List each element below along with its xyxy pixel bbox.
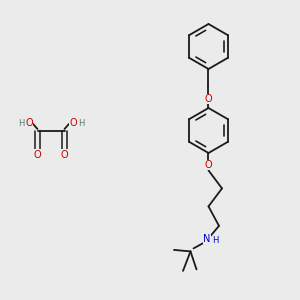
Text: O: O — [34, 149, 41, 160]
Text: O: O — [61, 149, 68, 160]
Text: O: O — [205, 94, 212, 104]
Text: O: O — [69, 118, 77, 128]
Text: O: O — [205, 160, 212, 170]
Text: O: O — [25, 118, 33, 128]
Text: H: H — [212, 236, 219, 245]
Text: N: N — [203, 234, 211, 244]
Text: H: H — [18, 118, 24, 127]
Text: H: H — [78, 118, 84, 127]
